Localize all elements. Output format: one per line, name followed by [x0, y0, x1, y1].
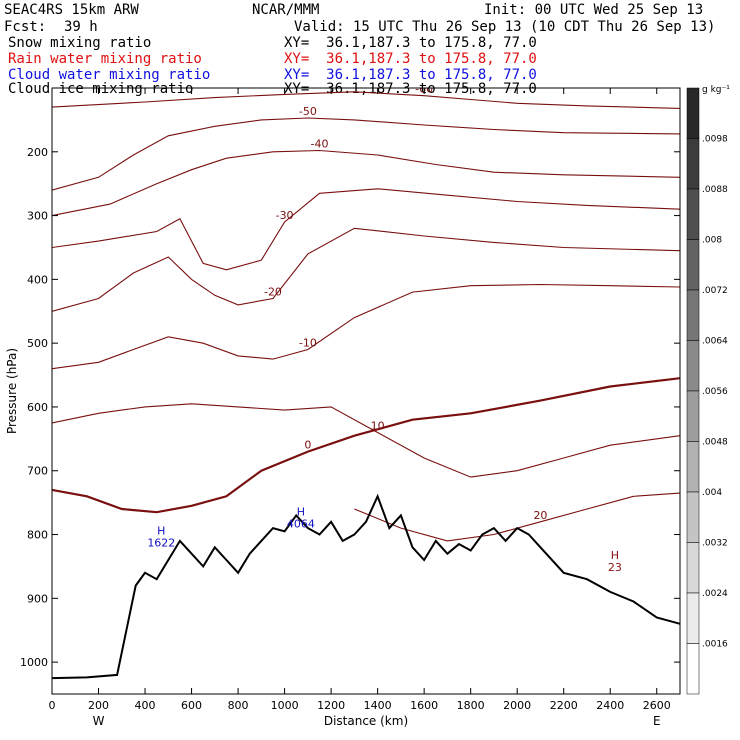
field-snow: Snow mixing ratio [8, 35, 152, 51]
y-tick-label: 800 [27, 529, 48, 542]
colorbar-label: .0072 [702, 286, 728, 296]
contour-20 [354, 492, 680, 542]
contour-label: 20 [533, 509, 547, 522]
colorbar-swatch [686, 441, 700, 493]
colorbar-swatch [686, 340, 700, 392]
contour-label: -10 [299, 337, 317, 350]
contour--60 [52, 91, 680, 109]
extremum-value: 4064 [287, 517, 315, 530]
x-tick-label: 200 [88, 699, 109, 712]
contour--50 [52, 117, 680, 191]
contour--10 [52, 283, 680, 370]
terrain-path [51, 493, 681, 680]
extremum-value: 23 [608, 561, 622, 574]
contour-label: -30 [276, 209, 294, 222]
xy-rain: XY= 36.1,187.3 to 175.8, 77.0 [284, 51, 537, 67]
colorbar-label: .0088 [702, 185, 728, 195]
field-rain: Rain water mixing ratio [8, 51, 202, 67]
colorbar-label: .0016 [702, 640, 728, 650]
colorbar-swatch [686, 87, 700, 139]
forecast-hours: 39 h [64, 19, 98, 35]
colorbar-unit: g kg⁻¹ [702, 85, 730, 95]
colorbar-label: .0056 [702, 387, 728, 397]
contour-10 [52, 403, 680, 478]
colorbar-swatch [686, 289, 700, 341]
colorbar-label: .008 [702, 236, 722, 246]
field-cloud-water: Cloud water mixing ratio [8, 67, 211, 83]
contour-label: -20 [264, 286, 282, 299]
contour-label: 0 [304, 439, 311, 452]
contour-label: -50 [299, 105, 317, 118]
plot-frame [51, 87, 681, 695]
xy-cloud-water: XY= 36.1,187.3 to 175.8, 77.0 [284, 67, 537, 83]
x-tick-label: 600 [181, 699, 202, 712]
extremum-high-label: H [611, 549, 619, 562]
colorbar-label: .0064 [702, 337, 728, 347]
contour--20 [52, 227, 680, 312]
x-tick-label: 2600 [643, 699, 671, 712]
contour-label: 10 [371, 419, 385, 432]
y-tick-label: 300 [27, 210, 48, 223]
y-tick-label: 900 [27, 592, 48, 605]
x-tick-label: 1800 [457, 699, 485, 712]
field-cloud-ice: Cloud ice mixing ratio [8, 81, 194, 97]
x-tick-label: 2000 [503, 699, 531, 712]
model-title: SEAC4RS 15km ARW [4, 2, 139, 18]
xy-cloud-ice: XY= 36.1,187.3 to 175.8, 77.0 [284, 81, 537, 97]
x-tick-label: 800 [228, 699, 249, 712]
y-tick-label: 400 [27, 273, 48, 286]
extremum-high-label: H [157, 525, 165, 538]
extremum-high-label: H [297, 505, 305, 518]
colorbar-swatch [686, 138, 700, 190]
colorbar: .0098 .0088 .008 .0072 .0064 .0056 .0048 .004 .0… [686, 85, 730, 695]
colorbar-label: .0024 [702, 589, 728, 599]
x-tick-label: 1200 [317, 699, 345, 712]
contour--30 [52, 188, 680, 271]
y-axis-label: Pressure (hPa) [5, 348, 19, 434]
x-tick-label: 1400 [364, 699, 392, 712]
y-tick-label: 200 [27, 146, 48, 159]
east-label: E [653, 714, 661, 728]
x-tick-label: 2200 [550, 699, 578, 712]
xy-snow: XY= 36.1,187.3 to 175.8, 77.0 [284, 35, 537, 51]
x-tick-label: 1600 [410, 699, 438, 712]
contour-0 [52, 377, 680, 514]
y-tick-label: 1000 [20, 656, 48, 669]
contour--40 [52, 149, 680, 217]
y-tick-label: 600 [27, 401, 48, 414]
x-tick-label: 400 [135, 699, 156, 712]
init-time: Init: 00 UTC Wed 25 Sep 13 [484, 2, 704, 18]
colorbar-label: .0048 [702, 438, 728, 448]
x-tick-label: 0 [49, 699, 56, 712]
colorbar-swatch [686, 643, 700, 695]
terrain-line [51, 493, 681, 680]
colorbar-label: .0032 [702, 539, 728, 549]
contour-label: -40 [310, 138, 328, 151]
forecast-label: Fcst: [4, 19, 47, 35]
colorbar-swatch [686, 390, 700, 442]
colorbar-swatch [686, 592, 700, 644]
west-label: W [93, 714, 105, 728]
colorbar-swatch [686, 491, 700, 543]
x-axis-label: Distance (km) [324, 714, 408, 728]
colorbar-swatch [686, 188, 700, 240]
colorbar-swatch [686, 542, 700, 594]
x-tick-label: 2400 [596, 699, 624, 712]
valid-time: Valid: 15 UTC Thu 26 Sep 13 (10 CDT Thu … [294, 19, 716, 35]
extremum-value: 1622 [147, 537, 175, 550]
axis-ticks: 0 200 400 600 800 1000 1200 1400 1600 1800 2000 220… [5, 88, 680, 728]
x-tick-label: 1000 [271, 699, 299, 712]
colorbar-swatch [686, 239, 700, 291]
colorbar-label: .004 [702, 488, 722, 498]
y-tick-label: 700 [27, 465, 48, 478]
org-label: NCAR/MMM [252, 2, 320, 18]
plot-border [51, 87, 681, 695]
y-tick-label: 500 [27, 337, 48, 350]
colorbar-label: .0098 [702, 135, 728, 145]
